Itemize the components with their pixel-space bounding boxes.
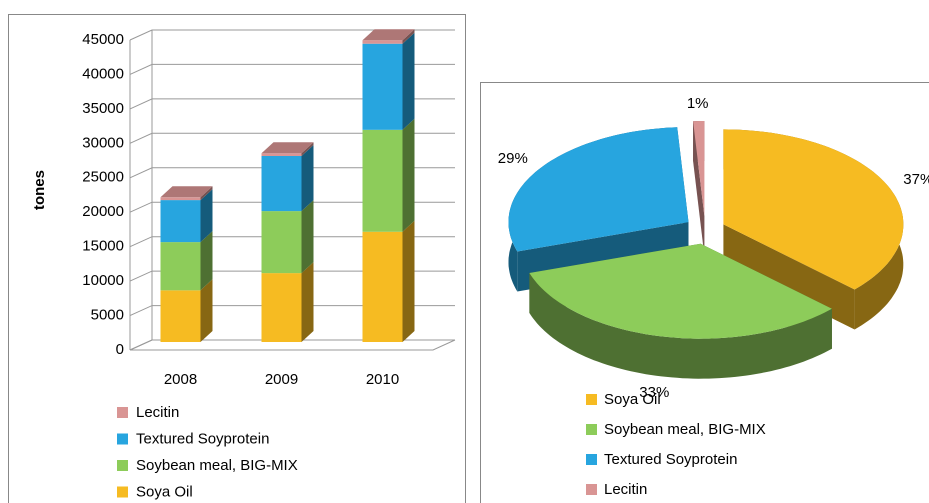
bar-top — [261, 142, 314, 154]
y-tick-label: 30000 — [82, 134, 124, 151]
bar-side — [301, 142, 314, 156]
bar-side — [402, 32, 415, 130]
bar — [261, 211, 302, 274]
grid-line — [129, 339, 455, 351]
x-tick-label: 2009 — [265, 371, 298, 388]
bar — [261, 153, 302, 156]
pie-slice — [508, 127, 689, 252]
pie-side — [723, 224, 855, 330]
y-tick-label: 25000 — [82, 169, 124, 186]
grid-line — [129, 201, 455, 213]
pie-side — [529, 273, 832, 379]
pie-slice — [693, 121, 705, 216]
y-tick-label: 45000 — [82, 31, 124, 48]
legend-label: Soybean meal, BIG-MIX — [604, 421, 766, 438]
bar-side — [200, 189, 213, 243]
legend-swatch — [586, 394, 597, 405]
legend-swatch — [117, 433, 128, 445]
legend-label: Lecitin — [604, 481, 647, 498]
bar-side — [402, 220, 415, 342]
legend-swatch — [117, 460, 128, 471]
bar — [261, 273, 302, 342]
bar-side — [402, 29, 415, 44]
y-tick-label: 10000 — [82, 272, 124, 289]
data-label: 37% — [903, 171, 929, 188]
y-tick-label: 5000 — [91, 307, 124, 324]
grid-line — [129, 132, 455, 144]
grid-line — [129, 29, 455, 41]
bar — [362, 129, 403, 232]
bar — [362, 231, 403, 342]
bar-top — [160, 186, 213, 198]
grid-line — [129, 236, 455, 248]
grid-line — [129, 167, 455, 179]
bar-side — [402, 118, 415, 232]
bar-side — [200, 279, 213, 342]
bar — [160, 290, 201, 342]
bar-top — [362, 29, 415, 41]
pie-slice — [723, 129, 904, 290]
y-tick-label: 40000 — [82, 65, 124, 82]
legend-label: Textured Soyprotein — [604, 451, 737, 468]
pie-slice — [529, 243, 832, 339]
legend-swatch — [586, 454, 597, 465]
grid-line — [129, 305, 455, 317]
grid-line — [129, 270, 455, 282]
bar — [160, 197, 201, 201]
bar-side — [200, 186, 213, 201]
bar — [160, 242, 201, 291]
bar-side — [301, 262, 314, 342]
y-tick-label: 35000 — [82, 100, 124, 117]
y-tick-label: 0 — [116, 341, 124, 358]
data-label: 1% — [687, 95, 709, 112]
data-label: 33% — [639, 384, 669, 401]
bar — [362, 43, 403, 130]
x-tick-label: 2010 — [366, 371, 399, 388]
data-label: 29% — [498, 150, 528, 167]
y-tick-label: 20000 — [82, 203, 124, 220]
floor — [130, 339, 456, 351]
y-tick-label: 15000 — [82, 238, 124, 255]
legend-swatch — [586, 424, 597, 435]
bar — [160, 200, 201, 243]
legend-swatch — [117, 486, 128, 498]
bar — [362, 40, 403, 44]
legend-label: Lecitin — [136, 404, 179, 421]
bar — [261, 156, 302, 212]
y-axis-label: tones — [31, 170, 48, 210]
bar-side — [301, 200, 314, 274]
bar-side — [200, 231, 213, 291]
grid-line — [129, 63, 455, 75]
bar-side — [301, 145, 314, 212]
legend-label: Textured Soyprotein — [136, 430, 269, 447]
legend-swatch — [117, 407, 128, 418]
pie-chart: 37% 33% 29% 1% Soya Oil Soybean meal, BIG-MIX… — [498, 95, 929, 498]
legend-swatch — [586, 484, 597, 495]
legend-label: Soybean meal, BIG-MIX — [136, 457, 298, 474]
legend-label: Soya Oil — [604, 391, 661, 408]
x-tick-label: 2008 — [164, 371, 197, 388]
bar-chart: 0 5000 10000 15000 20000 25000 30000 35000 40000… — [82, 29, 456, 500]
grid-line — [129, 98, 455, 110]
legend-label: Soya Oil — [136, 483, 193, 500]
